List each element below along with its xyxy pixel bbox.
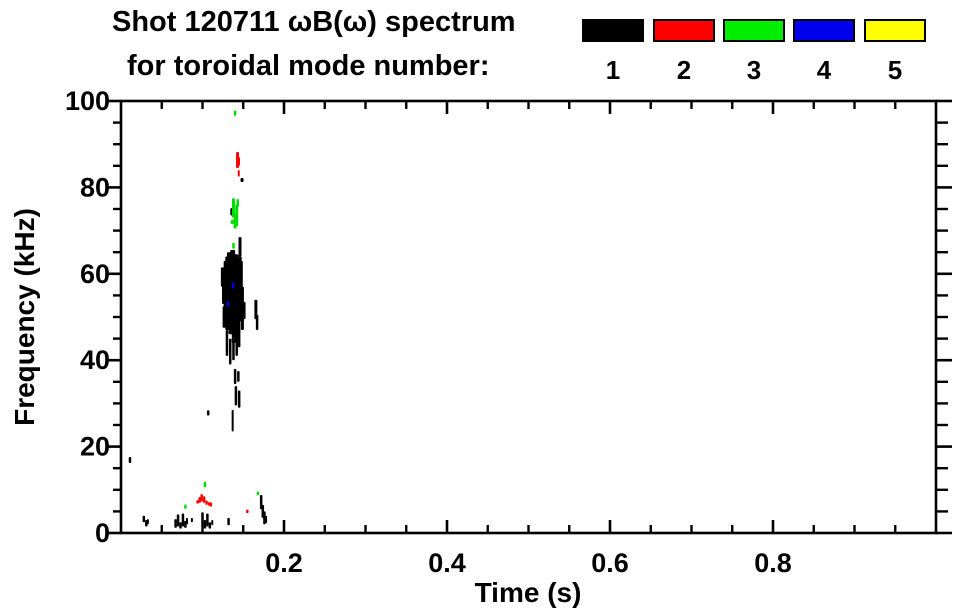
data-mark-mode-1 <box>235 325 238 356</box>
data-mark-mode-2 <box>200 494 203 502</box>
data-mark-mode-3 <box>232 242 235 249</box>
y-tick-label: 40 <box>80 345 110 375</box>
legend-label-mode-2: 2 <box>676 55 692 85</box>
data-mark-mode-1 <box>237 319 241 348</box>
data-mark-mode-1 <box>208 522 212 529</box>
data-mark-mode-1 <box>145 520 148 527</box>
data-mark-mode-1 <box>265 515 268 524</box>
chart-title: Shot 120711 ωB(ω) spectrum <box>112 6 516 38</box>
data-mark-mode-1 <box>176 514 180 527</box>
data-mark-mode-1 <box>237 390 241 408</box>
data-mark-mode-1 <box>190 517 193 523</box>
data-mark-mode-3 <box>233 110 237 116</box>
data-mark-mode-1 <box>255 314 259 330</box>
x-tick-label: 0.6 <box>591 548 629 578</box>
data-mark-mode-1 <box>206 410 210 416</box>
data-mark-mode-4 <box>231 282 235 289</box>
legend-label-mode-5: 5 <box>887 55 903 85</box>
data-mark-mode-1 <box>237 371 240 382</box>
data-mark-mode-2 <box>237 157 241 166</box>
legend-label-mode-3: 3 <box>746 55 762 85</box>
data-mark-mode-1 <box>225 329 229 356</box>
data-point-mode-3 <box>230 219 234 224</box>
data-mark-mode-1 <box>186 517 189 525</box>
data-mark-mode-1 <box>142 515 146 523</box>
y-tick-label: 80 <box>80 172 110 202</box>
data-mark-mode-1 <box>184 520 187 528</box>
data-mark-mode-2 <box>198 497 201 503</box>
y-tick-label: 60 <box>80 259 110 289</box>
data-mark-mode-2 <box>196 500 199 504</box>
legend-label-mode-1: 1 <box>605 55 621 85</box>
data-mark-mode-1 <box>231 409 234 432</box>
data-mark-mode-3 <box>184 504 187 509</box>
data-mark-mode-1 <box>203 520 207 529</box>
x-tick-label: 0.8 <box>754 548 792 578</box>
legend-swatch-mode-5 <box>864 19 926 42</box>
data-mark-mode-1 <box>254 299 258 320</box>
data-mark-mode-2 <box>246 509 249 514</box>
data-mark-mode-1 <box>242 301 246 320</box>
data-mark-mode-1 <box>263 511 266 525</box>
data-mark-mode-1 <box>240 286 244 330</box>
data-mark-mode-1 <box>227 517 230 526</box>
data-mark-mode-4 <box>226 301 230 307</box>
data-mark-mode-1 <box>179 522 182 529</box>
data-mark-mode-2 <box>237 170 240 177</box>
data-mark-mode-1 <box>211 520 214 526</box>
legend-swatch-mode-4 <box>793 19 855 42</box>
data-mark-mode-1 <box>228 338 232 365</box>
data-mark-mode-3 <box>235 204 239 227</box>
legend-swatch-mode-1 <box>582 19 644 42</box>
x-axis-title: Time (s) <box>475 577 582 608</box>
data-mark-mode-2 <box>205 500 208 505</box>
y-tick-label: 0 <box>95 518 110 548</box>
legend-label-mode-4: 4 <box>816 55 832 85</box>
data-mark-mode-1 <box>206 513 209 527</box>
x-tick-label: 0.2 <box>265 548 303 578</box>
data-mark-mode-3 <box>231 198 235 218</box>
data-mark-mode-1 <box>128 456 132 464</box>
data-mark-mode-3 <box>236 199 239 207</box>
chart-subtitle: for toroidal mode number: <box>127 50 490 82</box>
data-mark-mode-1 <box>146 519 149 525</box>
legend-swatch-mode-3 <box>723 19 785 42</box>
x-tick-label: 0.4 <box>428 548 466 578</box>
data-mark-mode-1 <box>201 512 204 527</box>
legend-swatch-mode-2 <box>653 19 715 42</box>
data-mark-mode-1 <box>234 386 238 406</box>
data-mark-mode-1 <box>232 332 235 361</box>
y-axis-title: Frequency (kHz) <box>9 208 40 426</box>
data-mark-mode-3 <box>203 481 207 488</box>
data-mark-mode-1 <box>233 368 237 384</box>
data-mark-mode-1 <box>238 237 242 257</box>
y-tick-label: 20 <box>80 432 110 462</box>
data-mark-mode-1 <box>174 519 177 528</box>
y-tick-label: 100 <box>65 86 110 116</box>
data-mark-mode-1 <box>181 513 185 527</box>
data-mark-mode-2 <box>202 496 206 503</box>
data-point-mode-2 <box>209 502 213 507</box>
data-point-mode-1 <box>240 178 244 183</box>
data-mark-mode-3 <box>256 491 260 496</box>
